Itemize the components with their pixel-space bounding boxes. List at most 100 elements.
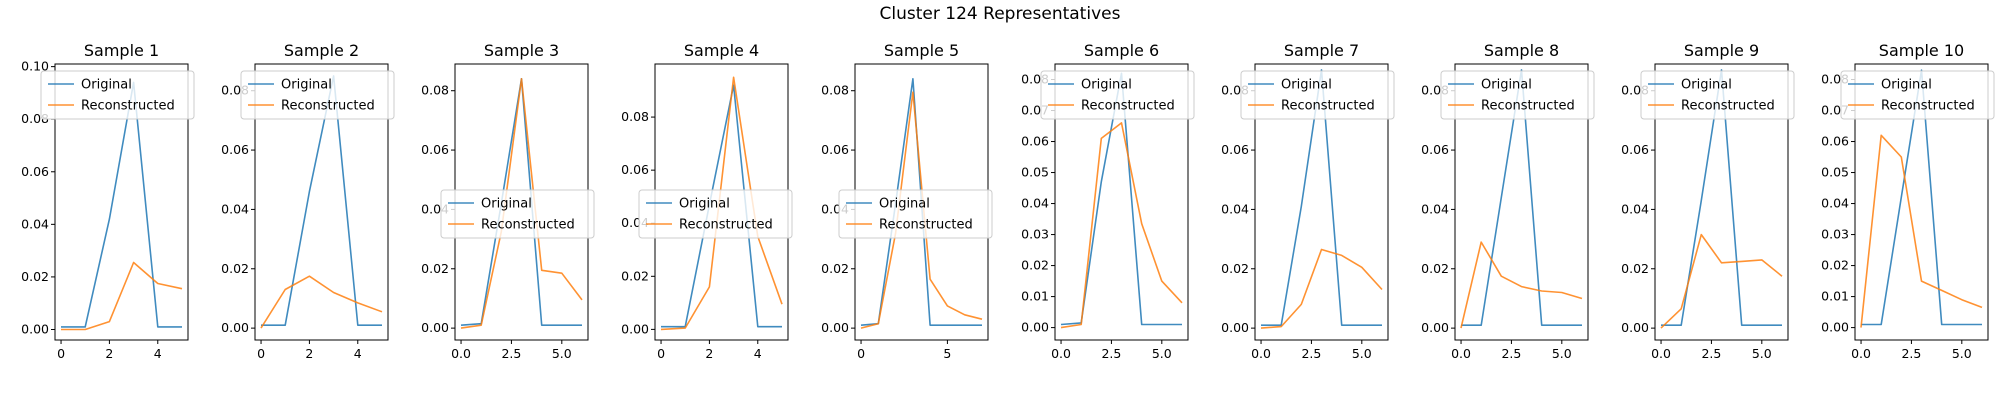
x-tick-label: 0.0	[1451, 346, 1471, 361]
series-line-reconstructed	[660, 76, 783, 331]
subplot-title: Sample 8	[1484, 41, 1559, 60]
subplot-4: Sample 40.000.020.040.060.080 2 4OriginalR…	[621, 41, 793, 361]
legend-box	[1440, 70, 1595, 120]
axes-frame	[1254, 63, 1389, 341]
axes-frame	[1654, 63, 1789, 341]
axes-frame	[54, 63, 189, 341]
legend-label-original: Original	[1281, 78, 1332, 93]
legend-label-original: Original	[1481, 78, 1532, 93]
legend-label-reconstructed: Reconstructed	[1481, 99, 1575, 114]
subplot-3: Sample 30.000.020.040.060.080.0 2.5 5.0Ori…	[421, 41, 595, 361]
legend-label-reconstructed: Reconstructed	[481, 218, 575, 233]
legend: Original Reconstructed	[240, 70, 395, 120]
subplot-title: Sample 10	[1879, 41, 1964, 60]
x-tick-label: 0	[657, 346, 665, 361]
axes-frame	[1454, 63, 1589, 341]
subplot-title: Sample 2	[284, 41, 359, 60]
subplot-7: Sample 70.000.020.040.060.080.0 2.5 5.0Ori…	[1221, 41, 1395, 361]
series-line-original	[261, 75, 382, 327]
x-tick-label: 0	[857, 346, 865, 361]
legend-label-original: Original	[281, 78, 332, 93]
x-tick-label: 5.0	[1152, 346, 1172, 361]
subplot-1: Sample 10.000.020.040.060.080.100 2 4Origi…	[21, 41, 195, 361]
y-tick-label: 0.04	[221, 201, 249, 216]
legend-label-original: Original	[481, 197, 532, 212]
y-tick-label: 0.00	[1621, 320, 1649, 335]
series-line-reconstructed	[1660, 233, 1783, 329]
subplot-9: Sample 90.000.020.040.060.080.0 2.5 5.0Ori…	[1621, 41, 1795, 361]
y-tick-label: 0.02	[1821, 258, 1849, 273]
x-tick-label: 0.0	[1851, 346, 1871, 361]
x-tick-label: 0.0	[1651, 346, 1671, 361]
series-line-reconstructed	[1860, 134, 1983, 328]
legend-box	[638, 189, 793, 239]
legend: Original Reconstructed	[1440, 70, 1595, 120]
legend-box	[40, 70, 195, 120]
subplot-title: Sample 5	[884, 41, 959, 60]
y-tick-label: 0.06	[1421, 142, 1449, 157]
y-tick-label: 0.08	[421, 83, 449, 98]
subplot-10: Sample 10 0.00 0.01 0.02 0.03 0.04 0.05 0.06 0.0…	[1821, 41, 1995, 361]
y-tick-label: 0.06	[1621, 142, 1649, 157]
y-tick-label: 0.04	[1821, 196, 1849, 211]
x-tick-label: 0.0	[451, 346, 471, 361]
x-tick-label: 0.0	[1251, 346, 1271, 361]
legend: Original Reconstructed	[1640, 70, 1795, 120]
y-tick-label: 0.04	[1021, 196, 1049, 211]
series-line-reconstructed	[1060, 122, 1183, 329]
y-tick-label: 0.06	[421, 142, 449, 157]
y-tick-label: 0.08	[621, 109, 649, 124]
y-tick-label: 0.10	[21, 59, 49, 74]
legend-label-reconstructed: Reconstructed	[81, 99, 175, 114]
y-tick-label: 0.06	[621, 162, 649, 177]
series-line-reconstructed	[61, 261, 183, 331]
legend-box	[1040, 70, 1195, 120]
legend-label-reconstructed: Reconstructed	[1881, 99, 1975, 114]
y-tick-label: 0.02	[1221, 261, 1249, 276]
y-tick-label: 0.02	[1621, 261, 1649, 276]
x-tick-label: 4	[354, 346, 362, 361]
series-line-reconstructed	[460, 78, 583, 329]
x-tick-label: 2.5	[501, 346, 521, 361]
legend: Original Reconstructed	[1240, 70, 1395, 120]
legend-label-reconstructed: Reconstructed	[679, 218, 773, 233]
x-tick-label: 5.0	[1552, 346, 1572, 361]
y-tick-label: 0.02	[621, 268, 649, 283]
y-tick-label: 0.02	[1021, 258, 1049, 273]
legend: Original Reconstructed	[1040, 70, 1195, 120]
x-tick-label: 2	[705, 346, 713, 361]
x-tick-label: 2.5	[1101, 346, 1121, 361]
legend-label-reconstructed: Reconstructed	[1681, 99, 1775, 114]
legend-label-original: Original	[679, 197, 730, 212]
legend-label-original: Original	[81, 78, 132, 93]
x-tick-label: 5	[943, 346, 951, 361]
y-tick-label: 0.06	[1221, 142, 1249, 157]
y-tick-label: 0.06	[221, 142, 249, 157]
subplot-title: Sample 3	[484, 41, 559, 60]
legend-label-original: Original	[1081, 78, 1132, 93]
subplot-8: Sample 80.000.020.040.060.080.0 2.5 5.0Ori…	[1421, 41, 1595, 361]
legend: Original Reconstructed	[40, 70, 195, 120]
y-tick-label: 0.02	[221, 261, 249, 276]
y-tick-label: 0.00	[1021, 320, 1049, 335]
subplot-title: Sample 4	[684, 41, 759, 60]
y-tick-label: 0.08	[821, 83, 849, 98]
y-tick-label: 0.06	[1821, 134, 1849, 149]
y-tick-label: 0.02	[21, 269, 49, 284]
x-tick-label: 0	[257, 346, 265, 361]
axes-frame	[1054, 63, 1189, 341]
x-tick-label: 5.0	[1752, 346, 1772, 361]
y-tick-label: 0.06	[21, 164, 49, 179]
x-tick-label: 4	[154, 346, 162, 361]
legend: Original Reconstructed	[1840, 70, 1995, 120]
legend: Original Reconstructed	[440, 189, 595, 239]
legend-box	[1840, 70, 1995, 120]
y-tick-label: 0.02	[821, 261, 849, 276]
legend-label-original: Original	[1681, 78, 1732, 93]
x-tick-label: 2.5	[1301, 346, 1321, 361]
legend-label-reconstructed: Reconstructed	[1081, 99, 1175, 114]
x-tick-label: 4	[754, 346, 762, 361]
series-line-reconstructed	[860, 91, 983, 329]
legend-box	[838, 189, 993, 239]
